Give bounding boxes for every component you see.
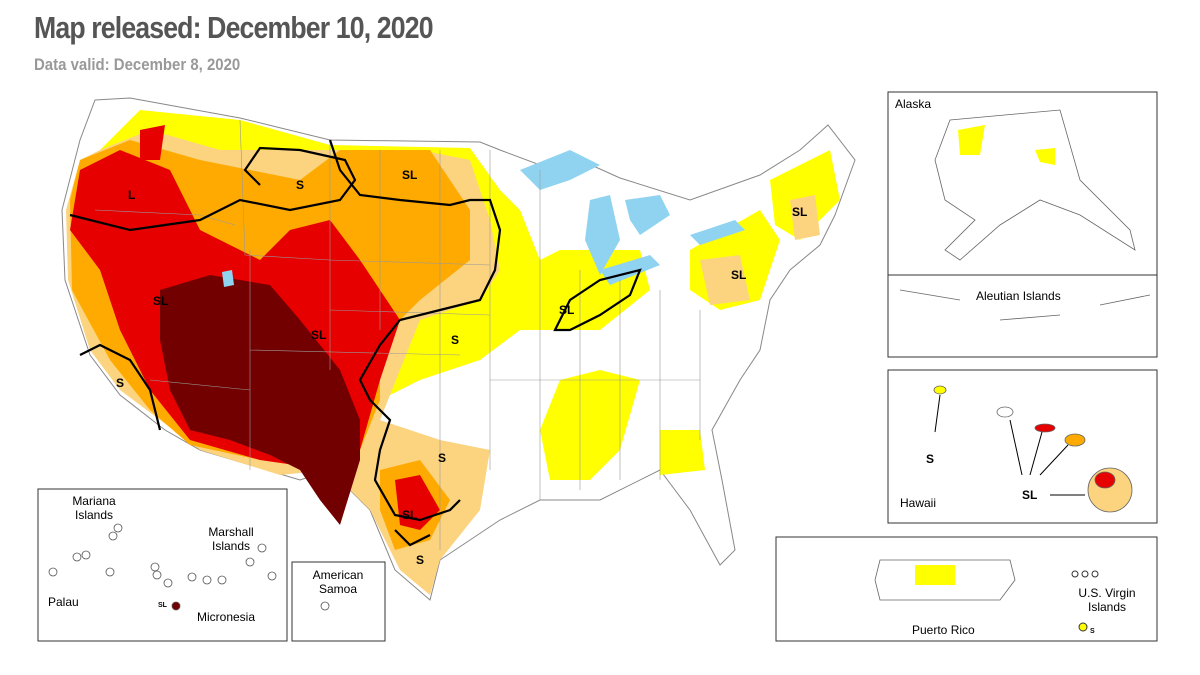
inset-name: Alaska (895, 97, 932, 111)
hawaii-islands (933, 385, 1133, 513)
impact-label: SL (1022, 488, 1038, 502)
impact-label: S (451, 333, 460, 347)
impact-label: S (1090, 628, 1095, 635)
impact-label: SL (402, 508, 418, 522)
impact-label: S (296, 178, 305, 192)
inset-name: Micronesia (197, 610, 256, 624)
inset-name: American Samoa (312, 568, 364, 596)
hawaii-leaders (934, 394, 1085, 496)
impact-boundaries (69, 139, 642, 547)
impact-label: SL (559, 303, 575, 317)
alaska-drought (958, 125, 1055, 165)
impact-label: S (926, 452, 935, 466)
impact-label: SL (158, 602, 167, 609)
inset-name: Marshall Islands (208, 525, 254, 553)
inset-name: U.S. Virgin Islands (1078, 586, 1136, 614)
impact-label: S (416, 553, 425, 567)
pacific-islands (48, 523, 330, 611)
impact-label: L (128, 188, 136, 202)
inset-name: Aleutian Islands (976, 289, 1061, 303)
inset-name: Palau (48, 595, 79, 609)
drought-d4 (160, 275, 360, 525)
title: Map released: December 10, 2020 (34, 10, 434, 45)
puerto-rico-drought (915, 565, 955, 585)
impact-label: S (116, 376, 125, 390)
inset-name: Puerto Rico (912, 623, 975, 637)
aleutians-outline (899, 289, 1151, 321)
impact-label: SL (402, 168, 418, 182)
state-borders (94, 119, 701, 550)
inset-name: Mariana Islands (72, 494, 116, 522)
impact-label: SL (792, 205, 808, 219)
subtitle: Data valid: December 8, 2020 (34, 55, 241, 74)
impact-label: SL (311, 328, 327, 342)
alaska-outline (934, 109, 1136, 261)
impact-label: SL (153, 294, 169, 308)
impact-label: SL (731, 268, 747, 282)
impact-label: S (438, 451, 447, 465)
virgin-islands (1071, 570, 1099, 632)
inset-name: Hawaii (900, 496, 937, 510)
